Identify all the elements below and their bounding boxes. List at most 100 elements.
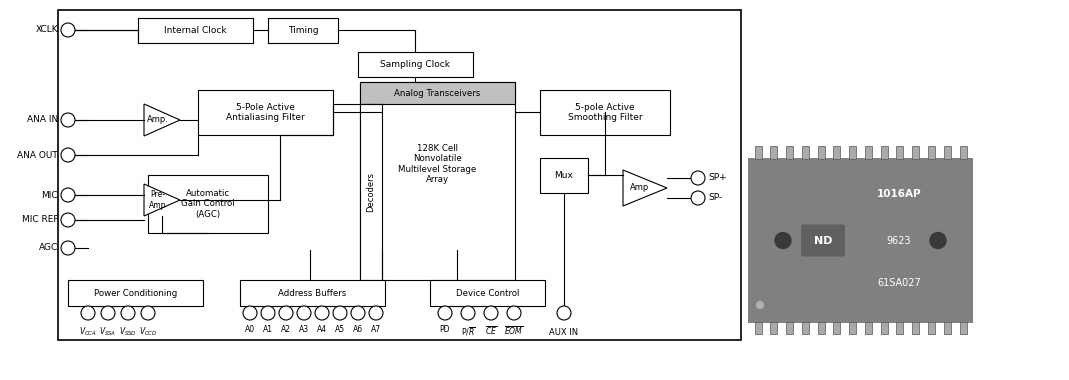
Bar: [849, 322, 856, 334]
Bar: [148, 175, 268, 233]
Text: 5-Pole Active
Antialiasing Filter: 5-Pole Active Antialiasing Filter: [227, 103, 305, 122]
Text: 9623: 9623: [886, 236, 911, 245]
Bar: [360, 104, 382, 280]
Circle shape: [484, 306, 498, 320]
Circle shape: [775, 233, 791, 249]
Circle shape: [438, 306, 452, 320]
Text: ANA IN: ANA IN: [27, 116, 58, 125]
Bar: [771, 146, 777, 159]
Text: $V_{CCA}$: $V_{CCA}$: [79, 325, 97, 337]
Text: ND: ND: [814, 236, 833, 245]
Text: 1016AP: 1016AP: [877, 189, 921, 199]
Circle shape: [297, 306, 311, 320]
Bar: [834, 322, 840, 334]
Circle shape: [121, 306, 135, 320]
Text: Automatic
Gain Control
(AGC): Automatic Gain Control (AGC): [181, 189, 235, 219]
Bar: [540, 90, 670, 135]
Text: Decoders: Decoders: [367, 172, 375, 212]
Circle shape: [61, 23, 75, 37]
Text: PD: PD: [439, 325, 450, 334]
Text: XCLK: XCLK: [35, 25, 58, 35]
Bar: [540, 158, 588, 193]
Text: Analog Transceivers: Analog Transceivers: [394, 89, 481, 98]
Circle shape: [930, 233, 946, 249]
Polygon shape: [623, 170, 667, 206]
Bar: [928, 146, 935, 159]
Text: ANA OUT: ANA OUT: [17, 150, 58, 160]
Text: 61SA027: 61SA027: [877, 279, 920, 288]
Text: Power Conditioning: Power Conditioning: [94, 288, 177, 298]
Circle shape: [61, 113, 75, 127]
Circle shape: [61, 148, 75, 162]
Circle shape: [757, 301, 763, 309]
Text: MIC REF: MIC REF: [21, 215, 58, 225]
Circle shape: [691, 191, 704, 205]
Bar: [68, 280, 203, 306]
Bar: [944, 146, 950, 159]
Circle shape: [461, 306, 475, 320]
Text: AUX IN: AUX IN: [549, 328, 578, 337]
Circle shape: [351, 306, 365, 320]
Bar: [881, 146, 887, 159]
Text: A5: A5: [335, 325, 345, 334]
Circle shape: [81, 306, 95, 320]
Bar: [865, 322, 872, 334]
Circle shape: [61, 213, 75, 227]
Text: Address Buffers: Address Buffers: [278, 288, 346, 298]
Text: Internal Clock: Internal Clock: [165, 26, 227, 35]
Text: A7: A7: [371, 325, 381, 334]
Text: A4: A4: [316, 325, 327, 334]
Bar: [818, 322, 824, 334]
Text: Amp.: Amp.: [146, 116, 169, 125]
Circle shape: [61, 188, 75, 202]
Bar: [944, 322, 950, 334]
Text: 5-pole Active
Smoothing Filter: 5-pole Active Smoothing Filter: [568, 103, 642, 122]
Circle shape: [100, 306, 115, 320]
Bar: [849, 146, 856, 159]
Text: 128K Cell
Nonvolatile
Multilevel Storage
Array: 128K Cell Nonvolatile Multilevel Storage…: [399, 144, 477, 184]
Text: $V_{SSD}$: $V_{SSD}$: [119, 325, 137, 337]
Text: $\overline{CE}$: $\overline{CE}$: [485, 325, 497, 337]
Text: A2: A2: [281, 325, 291, 334]
Text: Sampling Clock: Sampling Clock: [381, 60, 450, 69]
Bar: [865, 146, 872, 159]
Text: SP+: SP+: [708, 174, 727, 182]
Circle shape: [315, 306, 329, 320]
Bar: [818, 146, 824, 159]
Text: A6: A6: [353, 325, 363, 334]
Circle shape: [243, 306, 257, 320]
Text: Device Control: Device Control: [455, 288, 520, 298]
Bar: [960, 146, 966, 159]
Bar: [834, 146, 840, 159]
Bar: [912, 146, 919, 159]
Text: Timing: Timing: [288, 26, 319, 35]
Circle shape: [507, 306, 521, 320]
Bar: [912, 322, 919, 334]
Bar: [771, 322, 777, 334]
Circle shape: [691, 171, 704, 185]
Circle shape: [557, 306, 571, 320]
Bar: [802, 146, 809, 159]
Bar: [786, 322, 793, 334]
FancyBboxPatch shape: [801, 225, 845, 256]
Bar: [241, 280, 385, 306]
Text: AGC: AGC: [38, 244, 58, 252]
Text: MIC: MIC: [42, 190, 58, 200]
Bar: [268, 18, 338, 43]
Bar: [802, 322, 809, 334]
Polygon shape: [144, 184, 180, 216]
Text: $V_{SSA}$: $V_{SSA}$: [99, 325, 117, 337]
Bar: [960, 322, 966, 334]
Circle shape: [261, 306, 275, 320]
Text: SP-: SP-: [708, 193, 723, 203]
Bar: [138, 18, 253, 43]
Bar: [430, 280, 545, 306]
Text: Pre-
Amp: Pre- Amp: [149, 190, 167, 210]
Circle shape: [279, 306, 293, 320]
Text: $\overline{EOM}$: $\overline{EOM}$: [505, 325, 524, 337]
Bar: [881, 322, 887, 334]
Text: A1: A1: [263, 325, 273, 334]
Circle shape: [61, 241, 75, 255]
Bar: [928, 322, 935, 334]
Circle shape: [141, 306, 155, 320]
